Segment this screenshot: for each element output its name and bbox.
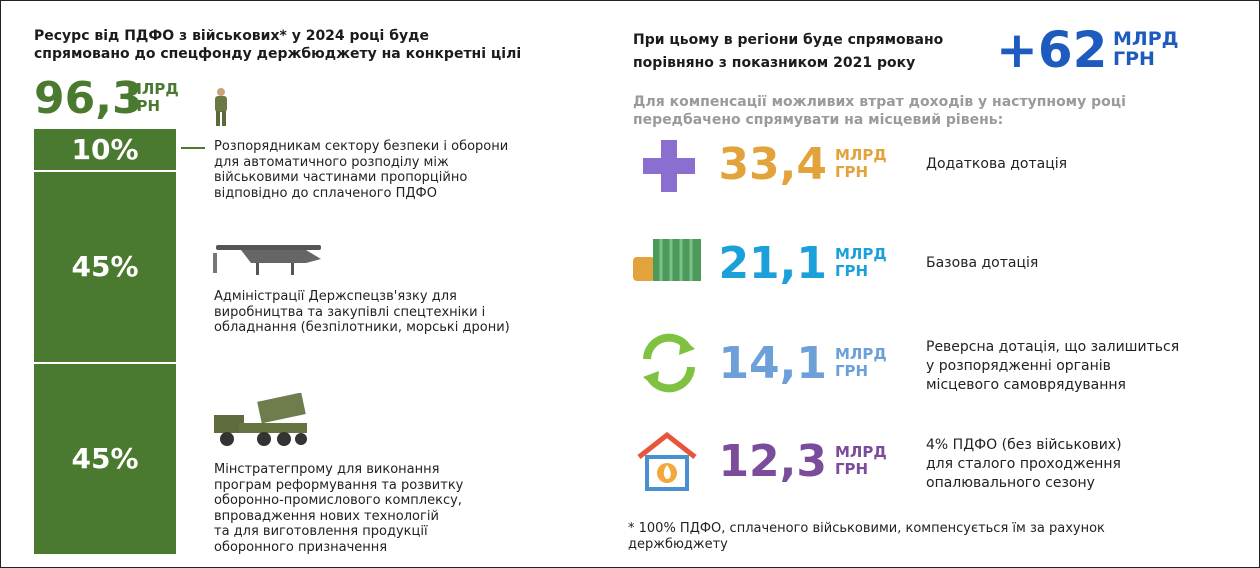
item-value: 33,4 — [718, 139, 827, 190]
cycle-icon — [643, 333, 695, 393]
text-line: місцевого самоврядування — [926, 377, 1126, 393]
text-line: МЛРД — [835, 345, 887, 363]
text-line: для сталого проходження — [926, 456, 1121, 472]
text-line: військовими частинами пропорційно — [214, 170, 468, 185]
text-line: у розпорядженні органів — [926, 358, 1111, 374]
text-line: Ресурс від ПДФО з військових* у 2024 роц… — [34, 28, 429, 44]
text-line: * 100% ПДФО, сплаченого військовими, ком… — [628, 521, 1105, 536]
text-line: оборонного призначення — [214, 539, 388, 555]
segment-text: Мінстратегпрому для виконання програм реф… — [214, 462, 463, 555]
text-line: МЛРД — [835, 245, 887, 263]
text-line: ГРН — [127, 97, 161, 115]
bar-segment: 10% — [34, 129, 176, 170]
footnote: * 100% ПДФО, сплаченого військовими, ком… — [628, 521, 1105, 552]
stacked-bar: 10% 45% 45% — [34, 129, 176, 556]
segment-label: 10% — [71, 132, 139, 166]
text-line: виробництва та закупівлі спецтехніки і — [214, 304, 486, 320]
right-total: +62 — [996, 21, 1108, 79]
text-line: Адміністрації Держспецзв'язку для — [214, 289, 457, 304]
text-line: відповідно до сплаченого ПДФО — [214, 185, 437, 201]
connector — [181, 147, 205, 149]
text-line: опалювального сезону — [926, 475, 1095, 491]
text-line: МЛРД — [1113, 28, 1179, 50]
text-line: ГРН — [835, 262, 869, 280]
item-value: 14,1 — [718, 338, 827, 389]
item-value: 21,1 — [718, 238, 827, 289]
text-line: ГРН — [1113, 48, 1155, 70]
text-line: ГРН — [835, 163, 869, 181]
text-line: МЛРД — [835, 146, 887, 164]
item-value: 12,3 — [718, 436, 827, 487]
item-unit: МЛРД ГРН — [835, 444, 887, 478]
text-line: Додаткова дотація — [926, 156, 1068, 172]
item-text: Реверсна дотація, що залишиться у розпоря… — [926, 338, 1179, 395]
segment-text: Розпорядникам сектору безпеки і оборони д… — [214, 139, 508, 201]
text-line: Для компенсації можливих втрат доходів у… — [633, 94, 1126, 110]
text-line: Розпорядникам сектору безпеки і оборони — [214, 139, 509, 154]
text-line: МЛРД — [127, 80, 179, 98]
segment-text: Адміністрації Держспецзв'язку для виробни… — [214, 289, 510, 336]
right-unit: МЛРД ГРН — [1113, 29, 1179, 69]
text-line: ГРН — [835, 460, 869, 478]
text-line: При цьому в регіони буде спрямовано — [633, 32, 944, 48]
text-line: держбюджету — [628, 536, 728, 552]
left-title: Ресурс від ПДФО з військових* у 2024 роц… — [34, 27, 521, 63]
text-line: впровадження нових технологій — [214, 508, 439, 524]
item-text: Додаткова дотація — [926, 155, 1067, 174]
text-line: для автоматичного розподілу між — [214, 154, 449, 170]
item-text: Базова дотація — [926, 254, 1038, 273]
text-line: Мінстратегпрому для виконання — [214, 462, 440, 477]
left-unit: МЛРД ГРН — [127, 81, 179, 115]
text-line: Базова дотація — [926, 255, 1039, 271]
item-text: 4% ПДФО (без військових) для сталого прох… — [926, 436, 1122, 493]
item-unit: МЛРД ГРН — [835, 246, 887, 280]
text-line: оборонно-промислового комплексу, — [214, 493, 462, 508]
text-line: Реверсна дотація, що залишиться — [926, 339, 1180, 355]
left-total: 96,3 — [34, 73, 143, 124]
text-line: та для виготовлення продукції — [214, 524, 428, 539]
right-title: При цьому в регіони буде спрямовано порів… — [633, 29, 943, 75]
right-subtitle: Для компенсації можливих втрат доходів у… — [633, 93, 1126, 129]
money-icon — [633, 239, 701, 281]
text-line: 4% ПДФО (без військових) — [926, 437, 1122, 453]
bar-segment: 45% — [34, 363, 176, 554]
segment-label: 45% — [71, 442, 139, 476]
text-line: спрямовано до спецфонду держбюджету на к… — [34, 46, 522, 62]
launcher-icon — [214, 393, 307, 446]
plus-icon — [643, 140, 695, 192]
drone-icon — [213, 245, 321, 275]
item-unit: МЛРД ГРН — [835, 147, 887, 181]
text-line: програм реформування та розвитку — [214, 477, 464, 493]
text-line: передбачено спрямувати на місцевий рівен… — [633, 112, 1004, 128]
text-line: обладнання (безпілотники, морські дрони) — [214, 320, 510, 335]
text-line: МЛРД — [835, 443, 887, 461]
text-line: ГРН — [835, 362, 869, 380]
text-line: порівняно з показником 2021 року — [633, 55, 916, 71]
segment-label: 45% — [71, 250, 139, 284]
item-unit: МЛРД ГРН — [835, 346, 887, 380]
bar-segment: 45% — [34, 171, 176, 362]
soldier-icon — [215, 88, 227, 126]
house-icon — [637, 431, 697, 491]
